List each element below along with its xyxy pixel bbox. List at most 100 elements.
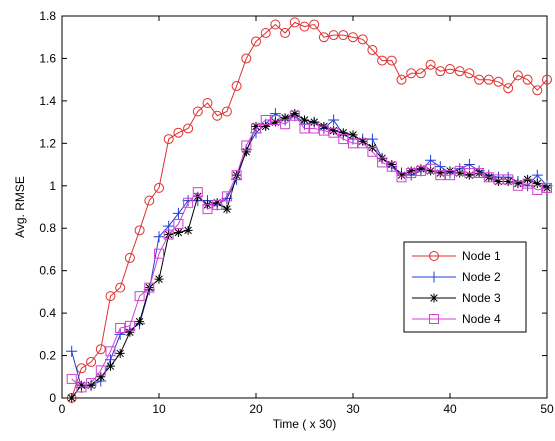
data-point-node-4 — [425, 163, 436, 174]
data-point-node-4 — [212, 199, 223, 210]
data-point-node-1 — [445, 64, 455, 75]
y-tick-label: 1.4 — [39, 94, 56, 108]
y-tick-label: 1.6 — [39, 51, 56, 65]
data-point-node-3 — [348, 130, 358, 140]
y-tick-label: 1.2 — [39, 136, 56, 150]
data-point-node-1 — [425, 59, 436, 70]
data-point-node-4 — [221, 191, 232, 202]
data-point-node-3 — [212, 198, 222, 208]
data-point-node-3 — [397, 170, 406, 180]
data-point-node-4 — [464, 168, 475, 179]
data-point-node-3 — [135, 317, 145, 327]
data-point-node-1 — [367, 44, 378, 55]
data-point-node-1 — [144, 195, 155, 206]
data-point-node-1 — [435, 66, 446, 77]
data-point-node-1 — [318, 32, 329, 43]
legend-item-node-2: Node 2 — [412, 270, 501, 284]
data-point-node-2 — [172, 207, 184, 219]
data-point-node-1 — [95, 344, 106, 355]
data-point-node-4 — [454, 165, 465, 176]
data-point-node-4 — [445, 170, 455, 181]
data-point-node-1 — [134, 225, 145, 236]
data-point-node-1 — [396, 74, 407, 85]
legend-label: Node 2 — [462, 270, 501, 284]
data-point-node-4 — [348, 138, 358, 149]
x-tick-label: 20 — [249, 402, 263, 416]
legend-item-node-4: Node 4 — [412, 312, 501, 326]
legend-label: Node 3 — [462, 291, 501, 305]
data-point-node-1 — [192, 106, 203, 117]
data-point-node-4 — [367, 146, 378, 157]
y-tick-label: 0.6 — [39, 264, 56, 278]
y-tick-label: 0.2 — [39, 349, 56, 363]
data-point-node-1 — [377, 55, 388, 66]
data-point-node-1 — [464, 68, 475, 79]
data-point-node-4 — [474, 168, 485, 179]
data-point-node-3 — [416, 164, 426, 174]
data-point-node-3 — [115, 348, 125, 358]
data-point-node-1 — [221, 106, 232, 117]
legend-swatch-marker — [429, 314, 439, 324]
y-tick-label: 1.8 — [39, 9, 56, 23]
data-point-node-1 — [328, 30, 339, 41]
data-point-node-3 — [280, 113, 290, 123]
data-point-node-3 — [338, 128, 348, 138]
data-point-node-4 — [415, 165, 426, 176]
legend-item-node-3: Node 3 — [412, 291, 501, 305]
data-point-node-3 — [96, 372, 106, 382]
data-point-node-3 — [300, 115, 309, 125]
data-point-node-2 — [531, 169, 543, 181]
data-point-node-4 — [241, 140, 252, 151]
data-point-node-1 — [406, 68, 417, 79]
y-tick-label: 0 — [49, 391, 56, 405]
x-axis-title: Time ( x 30) — [273, 417, 337, 431]
data-point-node-4 — [299, 123, 310, 134]
data-point-node-4 — [522, 178, 533, 189]
x-tick-label: 30 — [346, 402, 360, 416]
data-point-node-1 — [532, 85, 543, 96]
data-point-node-1 — [76, 363, 87, 374]
data-point-node-3 — [464, 170, 474, 180]
data-point-node-3 — [435, 168, 445, 178]
data-point-node-1 — [493, 76, 504, 87]
legend-box — [403, 241, 527, 333]
legend: Node 1 Node 2 Node 3 Node 4 — [403, 241, 527, 333]
data-point-node-1 — [357, 34, 368, 45]
data-point-node-3 — [125, 327, 135, 337]
data-point-node-1 — [289, 17, 300, 28]
data-point-node-3 — [513, 179, 523, 189]
data-point-node-3 — [251, 121, 261, 131]
data-point-node-4 — [260, 114, 271, 125]
data-point-node-4 — [144, 282, 155, 293]
data-point-node-3 — [183, 225, 193, 235]
data-point-node-3 — [106, 361, 115, 371]
data-point-node-4 — [542, 182, 552, 193]
data-point-node-1 — [231, 81, 242, 92]
data-point-node-1 — [115, 282, 126, 293]
data-point-node-4 — [163, 229, 174, 240]
data-point-node-4 — [338, 134, 349, 145]
data-point-node-1 — [503, 83, 514, 94]
data-point-node-4 — [357, 138, 368, 149]
data-point-node-1 — [154, 182, 164, 193]
legend-swatch-marker — [428, 271, 440, 283]
data-point-node-3 — [222, 204, 232, 214]
legend-label: Node 4 — [462, 312, 501, 326]
series-layer — [66, 17, 553, 403]
data-point-node-4 — [115, 322, 126, 333]
series-node-4 — [66, 110, 552, 393]
data-point-node-3 — [387, 160, 397, 170]
data-point-node-3 — [358, 136, 368, 146]
data-point-node-4 — [251, 123, 261, 134]
data-point-node-4 — [66, 373, 77, 384]
data-point-node-4 — [202, 204, 213, 215]
data-point-node-3 — [76, 380, 86, 390]
data-point-node-4 — [493, 174, 504, 185]
data-point-node-4 — [435, 170, 446, 181]
data-point-node-3 — [173, 227, 183, 237]
data-point-node-3 — [67, 393, 77, 403]
data-point-node-3 — [86, 380, 96, 390]
y-tick-label: 0.4 — [39, 306, 56, 320]
data-point-node-4 — [95, 365, 106, 376]
